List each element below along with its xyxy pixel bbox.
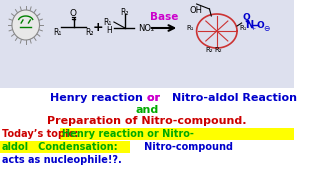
- Text: or: or: [147, 93, 164, 103]
- Text: R₂: R₂: [206, 47, 213, 53]
- Text: Condensation:: Condensation:: [28, 142, 117, 152]
- Text: N: N: [245, 20, 253, 30]
- Text: O: O: [242, 12, 250, 21]
- Text: R₂: R₂: [121, 8, 129, 17]
- Text: O: O: [256, 21, 264, 30]
- Text: R₂: R₂: [85, 28, 93, 37]
- Text: Nitro-aldol Reaction: Nitro-aldol Reaction: [172, 93, 297, 103]
- Text: O: O: [70, 8, 77, 17]
- Text: R₁: R₁: [240, 25, 247, 31]
- FancyBboxPatch shape: [0, 141, 131, 153]
- Text: Nitro-compound: Nitro-compound: [134, 142, 233, 152]
- Text: Henry reaction or Nitro-: Henry reaction or Nitro-: [61, 129, 193, 139]
- Text: NO₂: NO₂: [138, 24, 154, 33]
- Text: Today’s topic:: Today’s topic:: [2, 129, 82, 139]
- FancyBboxPatch shape: [0, 0, 294, 88]
- FancyBboxPatch shape: [60, 128, 294, 140]
- Text: R₁: R₁: [186, 25, 194, 31]
- Text: Preparation of Nitro-compound.: Preparation of Nitro-compound.: [47, 116, 247, 126]
- Text: or: or: [147, 93, 164, 103]
- Text: Henry reaction: Henry reaction: [50, 93, 147, 103]
- Text: Base: Base: [150, 12, 179, 22]
- Text: +: +: [93, 21, 104, 33]
- Text: OH: OH: [189, 6, 202, 15]
- Text: H: H: [106, 26, 112, 35]
- Text: R₂: R₂: [215, 47, 222, 53]
- Text: R₁: R₁: [104, 17, 112, 26]
- Text: and: and: [135, 105, 159, 115]
- Circle shape: [12, 10, 39, 40]
- Text: ⊖: ⊖: [263, 24, 270, 33]
- Text: acts as nucleophile!?.: acts as nucleophile!?.: [2, 155, 122, 165]
- Text: R₁: R₁: [54, 28, 62, 37]
- Text: +: +: [250, 26, 255, 30]
- Text: aldol: aldol: [2, 142, 29, 152]
